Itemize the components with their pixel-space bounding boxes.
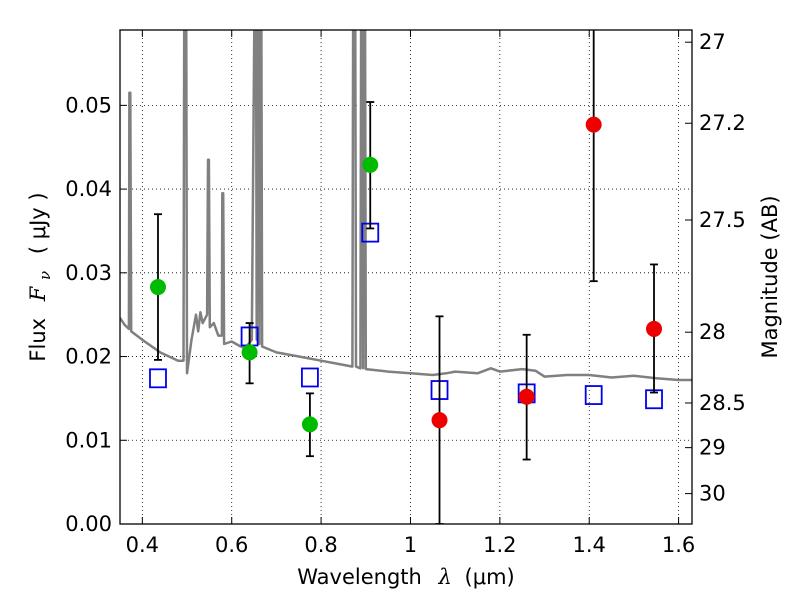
data-point-circle [518,388,535,405]
x-axis-title: Wavelength λ (μm) [297,565,514,589]
x-axis-title-prefix: Wavelength [297,565,422,589]
right-tick-label: 29 [699,436,726,460]
data-point-circle [646,320,663,337]
ticks: 0.4 0.6 0.8 1 1.2 1.4 1.6 0.00 0.01 0.02 0.03 0.04 0… [65,30,746,557]
x-axis-title-unit: (μm) [465,565,515,589]
y-tick-label: 0.05 [65,93,112,117]
x-tick-label: 0.6 [215,533,248,557]
right-axis-title: Magnitude (AB) [758,195,782,358]
x-tick-label: 1 [404,533,417,557]
data-point-circle [149,279,166,296]
spectrum-line [120,30,692,382]
data-point-circle [241,344,258,361]
data-point-circle [362,156,379,173]
data-point-circle [301,416,318,433]
y-axis-title-unit: ( μJy ) [26,192,50,254]
x-tick-label: 1.6 [662,533,695,557]
data-point-circle [431,412,448,429]
y-tick-label: 0.03 [65,261,112,285]
right-tick-label: 28.5 [699,391,746,415]
plot-frame [119,29,693,525]
y-tick-label: 0.01 [65,428,112,452]
data-point-circle [585,116,602,133]
right-tick-label: 27.2 [699,111,746,135]
x-tick-label: 0.8 [304,533,337,557]
right-tick-label: 27.5 [699,208,746,232]
grid [120,30,692,524]
y-axis-title-symbol: F [26,285,50,302]
model-flux-square [149,368,167,389]
y-axis-title: Flux F ν ( μJy ) [26,192,55,361]
y-axis-title-subscript: ν [36,271,54,280]
x-axis-title-symbol: λ [438,565,452,589]
x-tick-label: 0.4 [126,533,159,557]
model-flux-square [584,385,603,405]
data-layer [120,30,692,524]
right-tick-label: 28 [699,320,726,344]
x-tick-label: 1.2 [483,533,516,557]
right-tick-label: 27 [699,30,726,54]
y-tick-label: 0.04 [65,177,112,201]
model-flux-square [301,367,319,388]
y-tick-label: 0.02 [65,345,112,369]
x-tick-label: 1.4 [573,533,606,557]
right-tick-label: 30 [699,482,726,506]
y-axis-title-prefix: Flux [26,318,50,362]
y-tick-label: 0.00 [65,512,112,536]
